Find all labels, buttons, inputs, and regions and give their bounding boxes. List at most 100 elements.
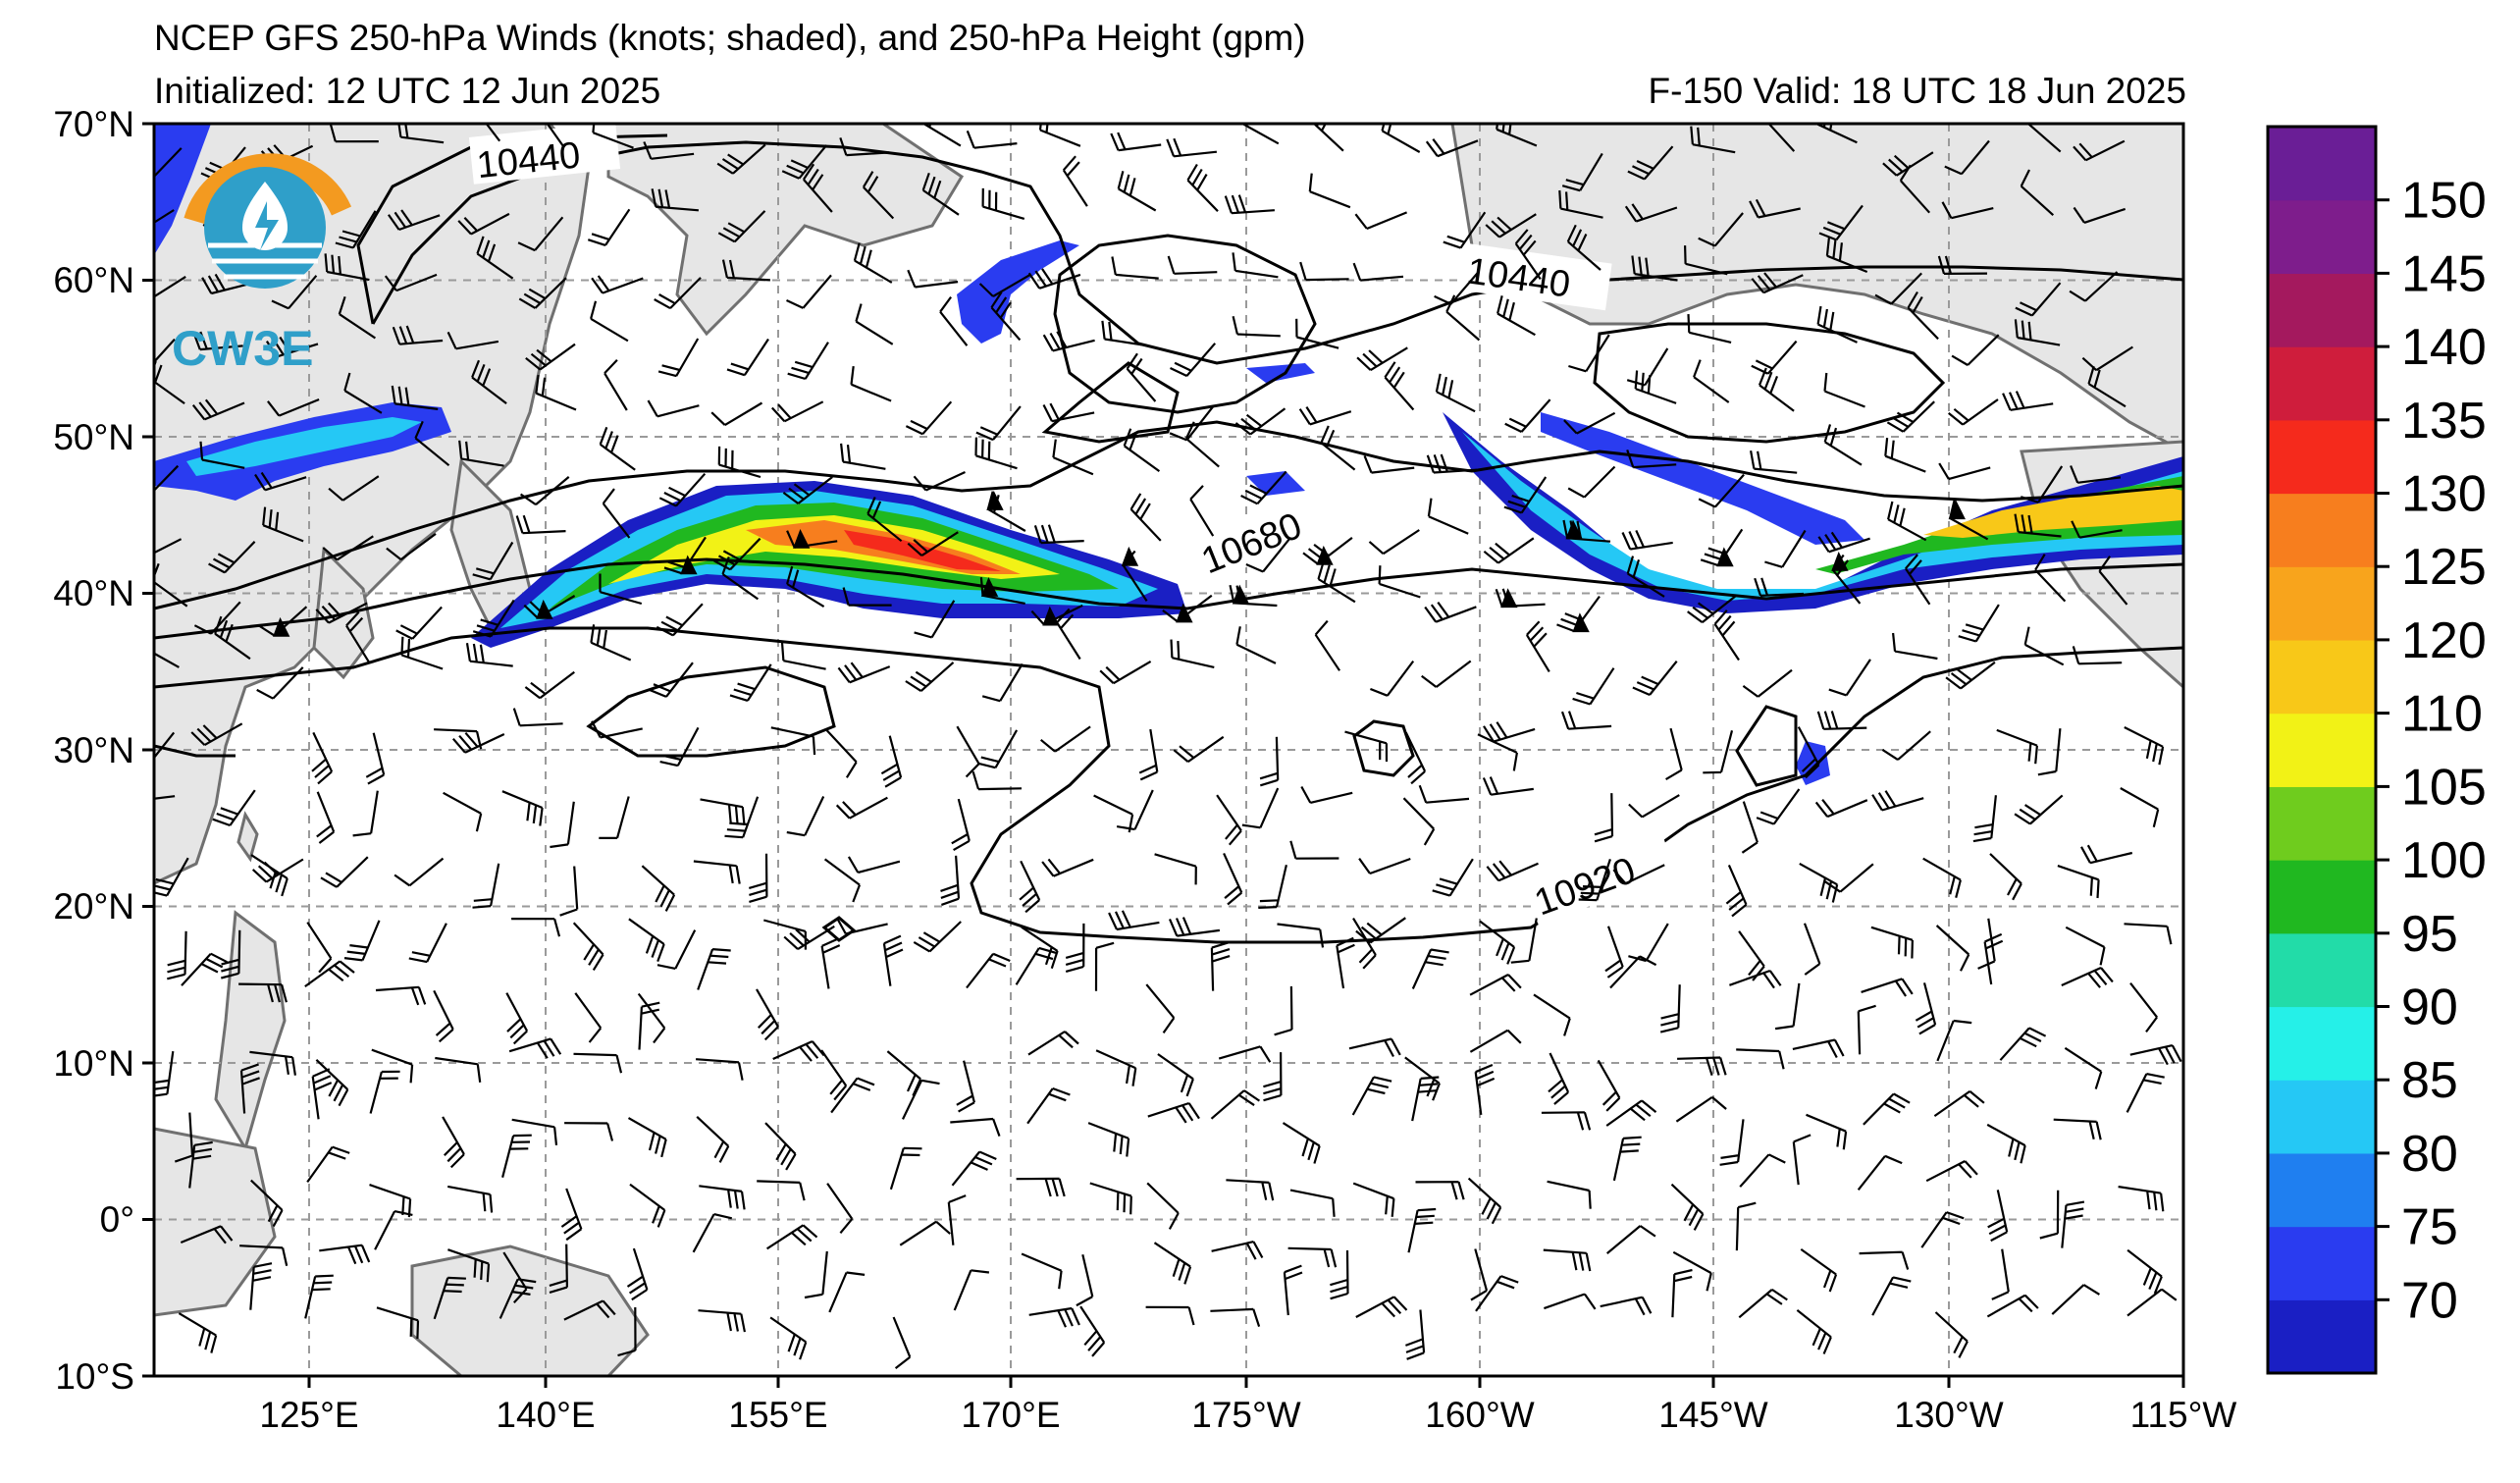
wind-barb	[1857, 1154, 1903, 1191]
wind-barb	[1684, 245, 1728, 276]
wind-barb	[886, 1050, 922, 1096]
wind-barb	[1312, 124, 1344, 152]
wind-barb	[1751, 272, 1804, 294]
wind-barb	[512, 708, 563, 727]
wind-barb	[1039, 725, 1091, 753]
wind-barb	[1690, 126, 1736, 154]
wind-barb	[446, 331, 499, 350]
wind-barb	[1483, 721, 1536, 743]
wind-barb	[1605, 1225, 1656, 1254]
wind-barb	[804, 1250, 828, 1299]
wind-barb	[1533, 993, 1571, 1036]
wind-barb	[221, 929, 241, 980]
wind-barb	[1738, 1288, 1788, 1319]
wind-barb	[433, 989, 454, 1043]
wind-barb	[1344, 730, 1389, 763]
wind-barb	[1904, 554, 1931, 606]
wind-barb	[651, 188, 699, 212]
wind-barb	[921, 172, 960, 216]
wind-barb	[1354, 211, 1408, 231]
wind-barb	[1435, 373, 1476, 413]
wind-barb	[154, 338, 176, 364]
jet-main-west-red	[844, 530, 1001, 571]
wind-barb	[1065, 923, 1085, 973]
cw3e-logo: CW3E	[172, 153, 352, 376]
wind-barb	[501, 790, 544, 826]
wind-barb	[974, 437, 1018, 470]
wind-barb	[914, 600, 956, 639]
wind-barb	[1314, 619, 1341, 671]
colorbar-band	[2268, 1152, 2376, 1228]
wind-barb	[1210, 941, 1231, 991]
wind-barb	[729, 663, 772, 702]
wind-barb	[1996, 728, 2038, 765]
wind-barb	[1167, 255, 1218, 275]
wind-barb	[2023, 626, 2065, 666]
wind-barb	[1298, 406, 1352, 426]
lat-label-20n: 20°N	[53, 886, 134, 927]
wind-barb	[1989, 853, 2022, 901]
wind-barb	[188, 1140, 213, 1189]
lat-label-10s: 10°S	[55, 1356, 134, 1397]
wind-barb	[763, 919, 807, 950]
wind-barb	[1016, 1177, 1066, 1197]
wind-barb	[1503, 476, 1548, 514]
wind-barb	[1434, 270, 1481, 305]
wind-barb	[1129, 493, 1162, 542]
wind-barb	[839, 137, 890, 157]
wind-barb	[1336, 936, 1355, 989]
wind-barb	[591, 720, 643, 739]
wind-barb	[1859, 1250, 1910, 1270]
wind-barb-flag	[980, 577, 999, 597]
wind-barb	[1626, 556, 1665, 598]
wind-barb	[154, 731, 176, 760]
wind-barb	[1330, 1249, 1349, 1300]
wind-barb	[842, 587, 892, 607]
wind-barb	[1871, 790, 1924, 812]
wind-barb	[343, 372, 383, 414]
wind-barb	[979, 577, 1025, 605]
colorbar-band	[2268, 1006, 2376, 1081]
philippines-land	[214, 910, 287, 1152]
wind-barb	[1421, 660, 1472, 688]
wind-barb	[659, 726, 700, 768]
lat-label-40n: 40°N	[53, 573, 134, 613]
wind-barb	[1670, 1183, 1705, 1231]
colorbar-label: 70	[2401, 1272, 2458, 1329]
wind-barb	[371, 1048, 414, 1084]
wind-barb	[892, 1316, 912, 1369]
colorbar-label: 125	[2401, 539, 2487, 596]
wind-barb	[1816, 305, 1858, 344]
wind-barb	[1719, 1119, 1745, 1166]
colorbar-band	[2268, 346, 2376, 421]
wind-barb	[518, 277, 567, 309]
wind-barb	[1300, 785, 1353, 804]
wind-barb	[780, 642, 826, 670]
wind-barb	[1240, 470, 1287, 505]
wind-barb	[1173, 735, 1225, 763]
wind-barb	[2087, 365, 2126, 408]
wind-barb	[471, 359, 507, 404]
wind-barb	[535, 374, 577, 411]
wind-barb	[656, 929, 697, 970]
wind-barb	[724, 796, 760, 839]
lon-label-125e: 125°E	[259, 1395, 358, 1435]
wind-barb	[1742, 668, 1793, 698]
wind-barb	[656, 603, 704, 637]
wind-barb	[1426, 453, 1477, 474]
wind-barb	[658, 472, 707, 507]
wind-barb	[2120, 787, 2160, 827]
wind-barb	[154, 209, 175, 225]
wind-barb	[770, 400, 824, 423]
wind-barb	[564, 1122, 614, 1141]
wind-barb	[1604, 926, 1624, 979]
wind-barb	[2126, 1073, 2165, 1113]
wind-barb	[835, 796, 888, 820]
wind-barb	[502, 1251, 528, 1303]
wind-barb	[710, 401, 763, 427]
wind-barb	[902, 1079, 940, 1120]
wind-barb	[1541, 1111, 1592, 1131]
wind-barb	[1101, 320, 1148, 347]
wind-barb	[1378, 565, 1421, 599]
